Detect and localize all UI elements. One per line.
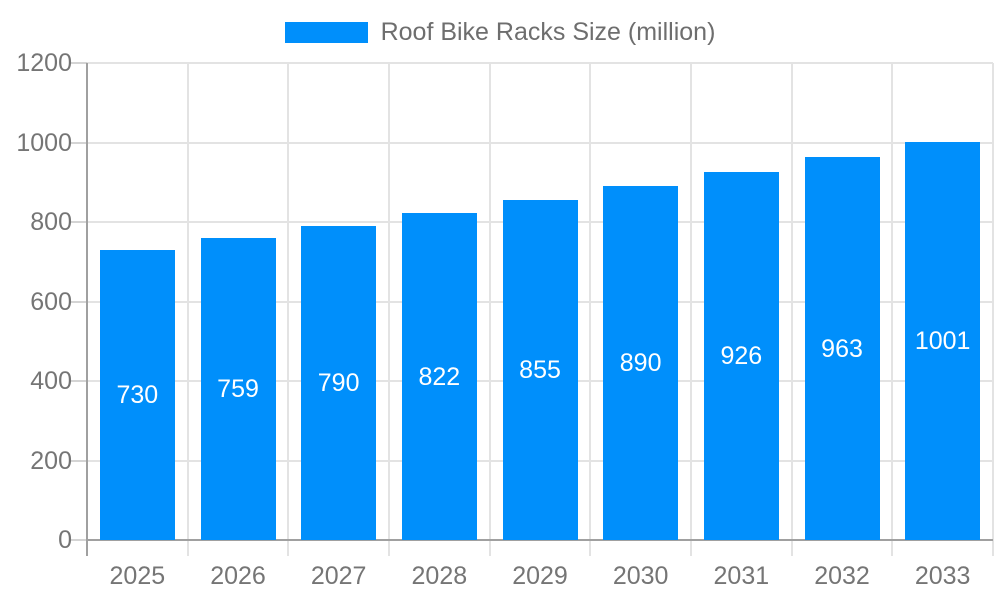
bar-value-2033: 1001 bbox=[914, 327, 971, 356]
x-axis-label-2031: 2031 bbox=[713, 562, 770, 590]
bar-value-2030: 890 bbox=[619, 349, 662, 378]
bar-value-2032: 963 bbox=[821, 334, 863, 363]
bar-value-2031: 926 bbox=[720, 342, 763, 370]
bar-2027[interactable] bbox=[301, 226, 377, 540]
bar-value-2026: 759 bbox=[217, 375, 259, 404]
x-gridline-8 bbox=[891, 63, 893, 556]
x-gridline-5 bbox=[589, 63, 591, 556]
x-axis-label-2033: 2033 bbox=[914, 562, 971, 590]
x-axis-label-2029: 2029 bbox=[512, 562, 568, 590]
y-tick-1200 bbox=[69, 62, 87, 64]
bar-2031[interactable] bbox=[703, 171, 779, 540]
x-gridline-2 bbox=[287, 63, 289, 556]
bar-2029[interactable] bbox=[502, 200, 578, 540]
y-axis-label-1000: 1000 bbox=[16, 129, 72, 157]
y-gridline-1000 bbox=[87, 142, 993, 144]
x-gridline-7 bbox=[791, 63, 793, 556]
bar-2033[interactable] bbox=[905, 142, 981, 540]
x-gridline-3 bbox=[388, 63, 390, 556]
x-gridline-4 bbox=[489, 63, 491, 556]
y-axis-label-400: 400 bbox=[30, 367, 72, 395]
y-axis-label-800: 800 bbox=[30, 208, 72, 236]
y-axis-label-600: 600 bbox=[30, 288, 72, 316]
legend[interactable]: Roof Bike Racks Size (million) bbox=[0, 20, 1000, 45]
bar-value-2027: 790 bbox=[317, 369, 360, 397]
bar-value-2025: 730 bbox=[116, 380, 159, 409]
y-axis-label-0: 0 bbox=[58, 526, 72, 554]
x-axis-line bbox=[87, 539, 993, 541]
bar-2026[interactable] bbox=[200, 238, 276, 540]
x-axis-label-2026: 2026 bbox=[210, 562, 266, 590]
x-gridline-6 bbox=[690, 63, 692, 556]
y-tick-800 bbox=[69, 221, 87, 223]
y-tick-600 bbox=[69, 301, 87, 303]
x-axis-label-2027: 2027 bbox=[310, 562, 367, 590]
x-gridline-1 bbox=[187, 63, 189, 556]
y-tick-0 bbox=[69, 539, 87, 541]
x-gridline-9 bbox=[992, 63, 994, 556]
legend-swatch bbox=[284, 22, 368, 43]
y-axis-line bbox=[86, 63, 88, 556]
x-axis-label-2032: 2032 bbox=[814, 562, 870, 590]
bar-value-2028: 822 bbox=[418, 362, 461, 391]
y-axis-label-1200: 1200 bbox=[16, 49, 72, 77]
bar-2028[interactable] bbox=[401, 213, 477, 540]
y-tick-200 bbox=[69, 460, 87, 462]
bar-2032[interactable] bbox=[804, 157, 880, 540]
legend-label: Roof Bike Racks Size (million) bbox=[380, 18, 716, 46]
y-tick-1000 bbox=[69, 142, 87, 144]
bar-value-2029: 855 bbox=[519, 356, 561, 385]
y-gridline-1200 bbox=[87, 62, 993, 64]
bar-2025[interactable] bbox=[99, 249, 175, 540]
y-axis-label-200: 200 bbox=[30, 447, 72, 475]
x-axis-label-2025: 2025 bbox=[109, 562, 166, 590]
x-axis-label-2028: 2028 bbox=[411, 562, 468, 590]
y-tick-400 bbox=[69, 380, 87, 382]
bar-2030[interactable] bbox=[603, 186, 679, 540]
x-axis-label-2030: 2030 bbox=[612, 562, 669, 590]
